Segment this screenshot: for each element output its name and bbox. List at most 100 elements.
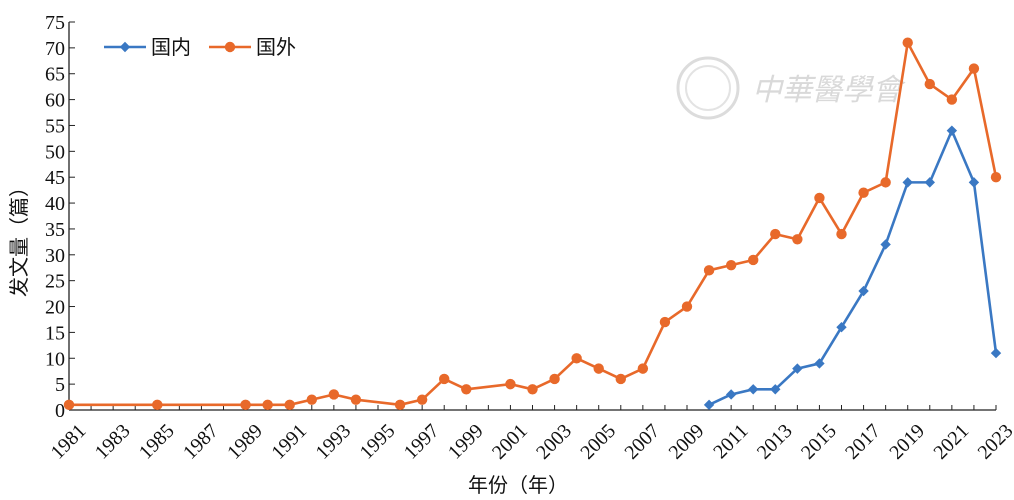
data-point	[858, 285, 869, 297]
data-point	[880, 239, 891, 250]
data-point	[968, 177, 980, 188]
y-tick-label: 70	[45, 38, 65, 60]
x-tick-label: 2015	[797, 420, 841, 464]
y-axis-ticks: 0 5 10 15 20 25 30 35 40 45 50 55 60 65 70 75	[45, 12, 75, 422]
watermark-text: 中華醫學會	[752, 73, 906, 108]
data-point	[902, 37, 913, 48]
data-point	[990, 347, 1002, 359]
y-tick-label: 50	[45, 141, 65, 163]
y-tick-label: 40	[45, 193, 65, 215]
x-tick-label: 1989	[223, 420, 267, 464]
x-tick-label: 2013	[753, 420, 797, 464]
y-tick-label: 45	[45, 167, 65, 189]
x-tick-label: 2023	[974, 420, 1014, 464]
x-tick-label: 1993	[311, 420, 355, 464]
watermark: 中華醫學會	[676, 56, 906, 120]
data-point	[527, 384, 538, 395]
y-tick-label: 0	[55, 400, 65, 422]
data-point	[703, 399, 715, 411]
data-point	[306, 394, 317, 405]
data-point	[836, 322, 847, 333]
x-tick-label: 2011	[709, 420, 752, 463]
data-point	[924, 78, 935, 90]
data-point	[990, 172, 1002, 183]
data-point	[152, 399, 163, 411]
data-point	[703, 265, 715, 276]
data-point	[637, 363, 649, 374]
data-point	[968, 63, 980, 74]
y-tick-label: 35	[45, 219, 65, 241]
y-tick-label: 15	[45, 322, 65, 344]
data-point	[792, 363, 803, 374]
data-point	[505, 378, 516, 390]
data-point	[858, 187, 869, 198]
legend-marker-icon	[224, 41, 236, 53]
data-point	[461, 384, 472, 395]
data-point	[549, 373, 560, 385]
y-tick-label: 55	[45, 115, 65, 137]
x-tick-label: 2019	[885, 420, 929, 464]
x-tick-label: 2003	[532, 420, 576, 464]
data-point	[681, 301, 693, 312]
series-line	[708, 129, 998, 407]
x-tick-label: 1981	[47, 420, 91, 464]
data-point	[593, 363, 604, 374]
x-axis-ticks: 1981 1983 1985 1987 1989 1991 1993 1995 1997 1999…	[47, 405, 1014, 464]
data-point	[571, 353, 582, 364]
x-tick-label: 1999	[444, 420, 488, 464]
data-point	[328, 389, 340, 400]
data-point	[814, 358, 825, 369]
x-tick-label: 1991	[267, 420, 311, 464]
y-tick-label: 65	[45, 64, 65, 86]
x-tick-label: 2001	[488, 420, 532, 464]
data-point	[748, 384, 759, 395]
data-point	[63, 399, 75, 411]
x-tick-label: 1995	[356, 420, 400, 464]
data-point	[946, 94, 958, 105]
series-1	[703, 125, 1002, 411]
data-point	[946, 125, 958, 136]
x-tick-label: 1983	[91, 420, 135, 464]
x-tick-label: 2007	[620, 420, 664, 464]
x-tick-label: 2017	[841, 420, 885, 464]
data-point	[902, 177, 913, 188]
data-point	[615, 373, 626, 385]
y-tick-label: 75	[45, 12, 65, 34]
y-tick-label: 10	[45, 348, 65, 370]
legend-item: 国外	[209, 35, 296, 59]
data-point	[284, 399, 295, 411]
data-point	[350, 394, 362, 405]
legend-item: 国内	[104, 35, 191, 59]
legend-label: 国外	[256, 35, 296, 59]
series-2	[63, 37, 1002, 411]
y-tick-label: 5	[55, 374, 65, 396]
x-tick-label: 1985	[135, 420, 179, 464]
series-layer	[63, 37, 1002, 411]
data-point	[659, 316, 671, 328]
x-tick-label: 2005	[576, 420, 620, 464]
data-point	[814, 192, 825, 204]
x-tick-label: 2021	[929, 420, 973, 464]
data-point	[725, 389, 737, 400]
y-tick-label: 20	[45, 297, 65, 319]
legend: 国内 国外	[104, 35, 296, 59]
legend-marker-icon	[119, 41, 131, 53]
x-axis-label: 年份（年）	[468, 473, 568, 497]
x-tick-label: 2009	[665, 420, 709, 464]
data-point	[439, 373, 450, 385]
data-point	[924, 177, 935, 188]
data-point	[770, 384, 781, 395]
data-point	[792, 234, 803, 245]
y-tick-label: 60	[45, 90, 65, 112]
data-point	[770, 228, 781, 240]
x-tick-label: 1987	[179, 420, 223, 464]
watermark-seal-inner-icon	[685, 65, 731, 111]
data-point	[880, 177, 891, 188]
data-point	[836, 228, 847, 240]
data-point	[416, 394, 428, 405]
data-point	[748, 254, 759, 266]
legend-label: 国内	[151, 35, 191, 59]
y-tick-label: 30	[45, 245, 65, 267]
data-point	[262, 399, 273, 411]
